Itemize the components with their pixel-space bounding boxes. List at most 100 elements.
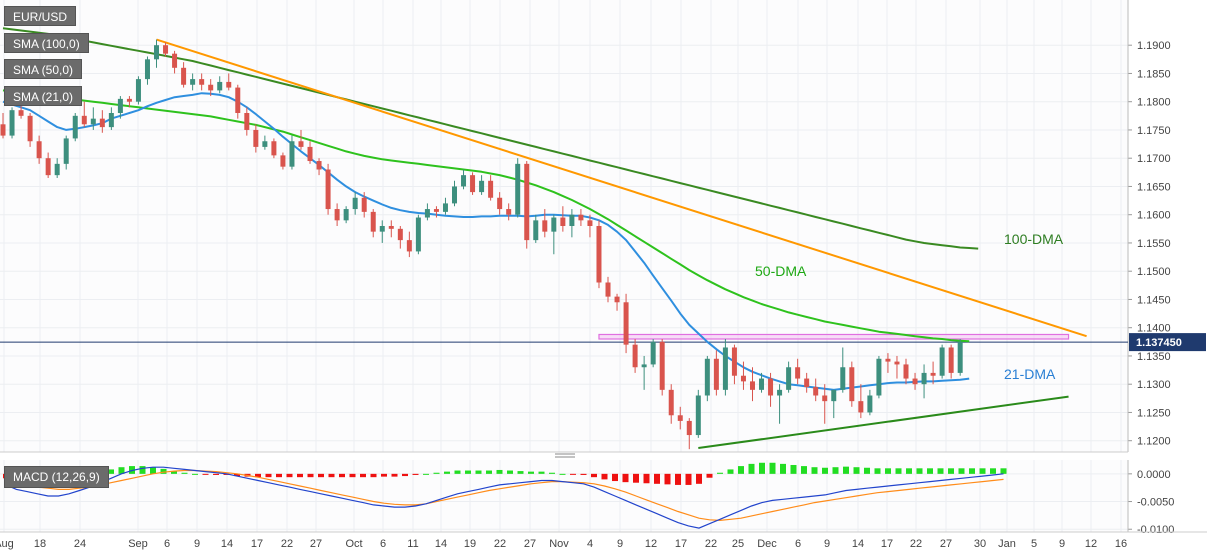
candle-body xyxy=(948,347,954,373)
macd-histogram-bar xyxy=(591,473,597,478)
candle-body xyxy=(235,87,241,113)
x-tick-label: 18 xyxy=(34,538,46,550)
legend-sma21: SMA (21,0) xyxy=(4,86,83,106)
macd-histogram-bar xyxy=(843,466,849,474)
x-tick-label: 6 xyxy=(164,538,170,550)
candle-body xyxy=(551,217,557,232)
macd-histogram-bar xyxy=(150,467,156,474)
candle-body xyxy=(144,59,150,80)
candle-body xyxy=(885,358,891,362)
candle-body xyxy=(0,124,6,136)
candle-body xyxy=(135,79,141,102)
candle-body xyxy=(722,347,728,390)
candle-body xyxy=(731,347,737,376)
x-tick-label: 9 xyxy=(194,538,200,550)
macd-histogram-bar xyxy=(433,472,440,474)
x-tick-label: 22 xyxy=(281,538,293,550)
candle-body xyxy=(668,389,674,416)
macd-histogram-bar xyxy=(507,470,513,474)
candle-body xyxy=(108,113,114,128)
x-tick-label: 27 xyxy=(940,538,952,550)
candle-body xyxy=(325,169,331,210)
candle-body xyxy=(614,296,620,303)
candle-body xyxy=(894,361,900,365)
candle-body xyxy=(163,45,169,54)
x-tick-label: 12 xyxy=(645,538,657,550)
x-tick-label: 27 xyxy=(524,538,536,550)
candle-body xyxy=(506,209,512,215)
macd-histogram-bar xyxy=(885,468,891,474)
x-tick-label: 14 xyxy=(221,538,233,550)
candle-body xyxy=(524,163,530,241)
candle-body xyxy=(262,141,268,147)
x-tick-label: Dec xyxy=(757,538,777,550)
candle-body xyxy=(659,341,665,390)
x-tick-label: Nov xyxy=(549,538,569,550)
candle-body xyxy=(343,209,349,221)
y-tick-label: 1.1800 xyxy=(1137,97,1171,109)
macd-histogram-bar xyxy=(528,471,534,474)
candle-body xyxy=(587,220,593,226)
candle-body xyxy=(840,367,846,390)
macd-histogram-bar xyxy=(696,473,702,484)
candle-body xyxy=(181,67,187,85)
macd-histogram-bar xyxy=(486,470,492,474)
candle-body xyxy=(226,81,232,88)
macd-histogram-bar xyxy=(748,463,755,474)
macd-histogram-bar xyxy=(643,473,650,484)
candle-body xyxy=(72,115,78,139)
candle-body xyxy=(786,367,792,390)
x-tick-label: Oct xyxy=(345,538,362,550)
candle-body xyxy=(912,378,918,385)
macd-histogram-bar xyxy=(307,473,314,478)
candle-body xyxy=(867,395,873,413)
macd-histogram-bar xyxy=(423,473,429,475)
candle-body xyxy=(759,378,765,390)
candle-body xyxy=(271,141,277,156)
macd-histogram-bar xyxy=(213,473,219,475)
macd-histogram-bar xyxy=(255,473,261,478)
candle-body xyxy=(632,344,638,368)
x-tick-label: 4 xyxy=(587,538,593,550)
candle-body xyxy=(605,282,611,297)
x-tick-label: 17 xyxy=(251,538,263,550)
x-tick-label: 9 xyxy=(1059,538,1065,550)
candle-body xyxy=(695,395,701,436)
macd-histogram-bar xyxy=(160,468,167,474)
macd-histogram-bar xyxy=(475,470,482,474)
y-tick-label: 1.1700 xyxy=(1137,153,1171,165)
candle-body xyxy=(99,118,105,128)
macd-histogram-bar xyxy=(706,473,713,478)
resistance-zone xyxy=(598,333,1070,340)
candle-body xyxy=(361,197,367,212)
candle-body xyxy=(641,364,647,368)
macd-histogram-bar xyxy=(370,473,377,478)
macd-histogram-bar xyxy=(1000,468,1007,474)
macd-histogram-bar xyxy=(790,464,797,474)
candle-body xyxy=(813,387,819,396)
candle-body xyxy=(560,217,566,226)
candle-body xyxy=(199,79,205,85)
candle-body xyxy=(388,226,394,229)
macd-histogram-bar xyxy=(969,468,975,474)
candle-body xyxy=(461,175,467,187)
candle-body xyxy=(876,358,882,396)
x-tick-label: Aug xyxy=(0,538,14,550)
candle-body xyxy=(379,226,385,232)
macd-histogram-bar xyxy=(381,473,387,477)
label-50-dma: 50-DMA xyxy=(755,263,807,279)
y-tick-label: 1.1850 xyxy=(1137,68,1171,80)
x-tick-label: 30 xyxy=(974,538,986,550)
candle-body xyxy=(623,302,629,345)
candle-body xyxy=(397,228,403,241)
x-tick-label: 16 xyxy=(1115,538,1127,550)
candle-body xyxy=(452,186,457,204)
macd-histogram-bar xyxy=(297,473,303,478)
candle-body xyxy=(54,163,60,176)
candle-body xyxy=(442,203,448,212)
candle-body xyxy=(126,98,132,102)
legend-macd: MACD (12,26,9) xyxy=(4,466,109,488)
macd-histogram-bar xyxy=(118,467,125,474)
